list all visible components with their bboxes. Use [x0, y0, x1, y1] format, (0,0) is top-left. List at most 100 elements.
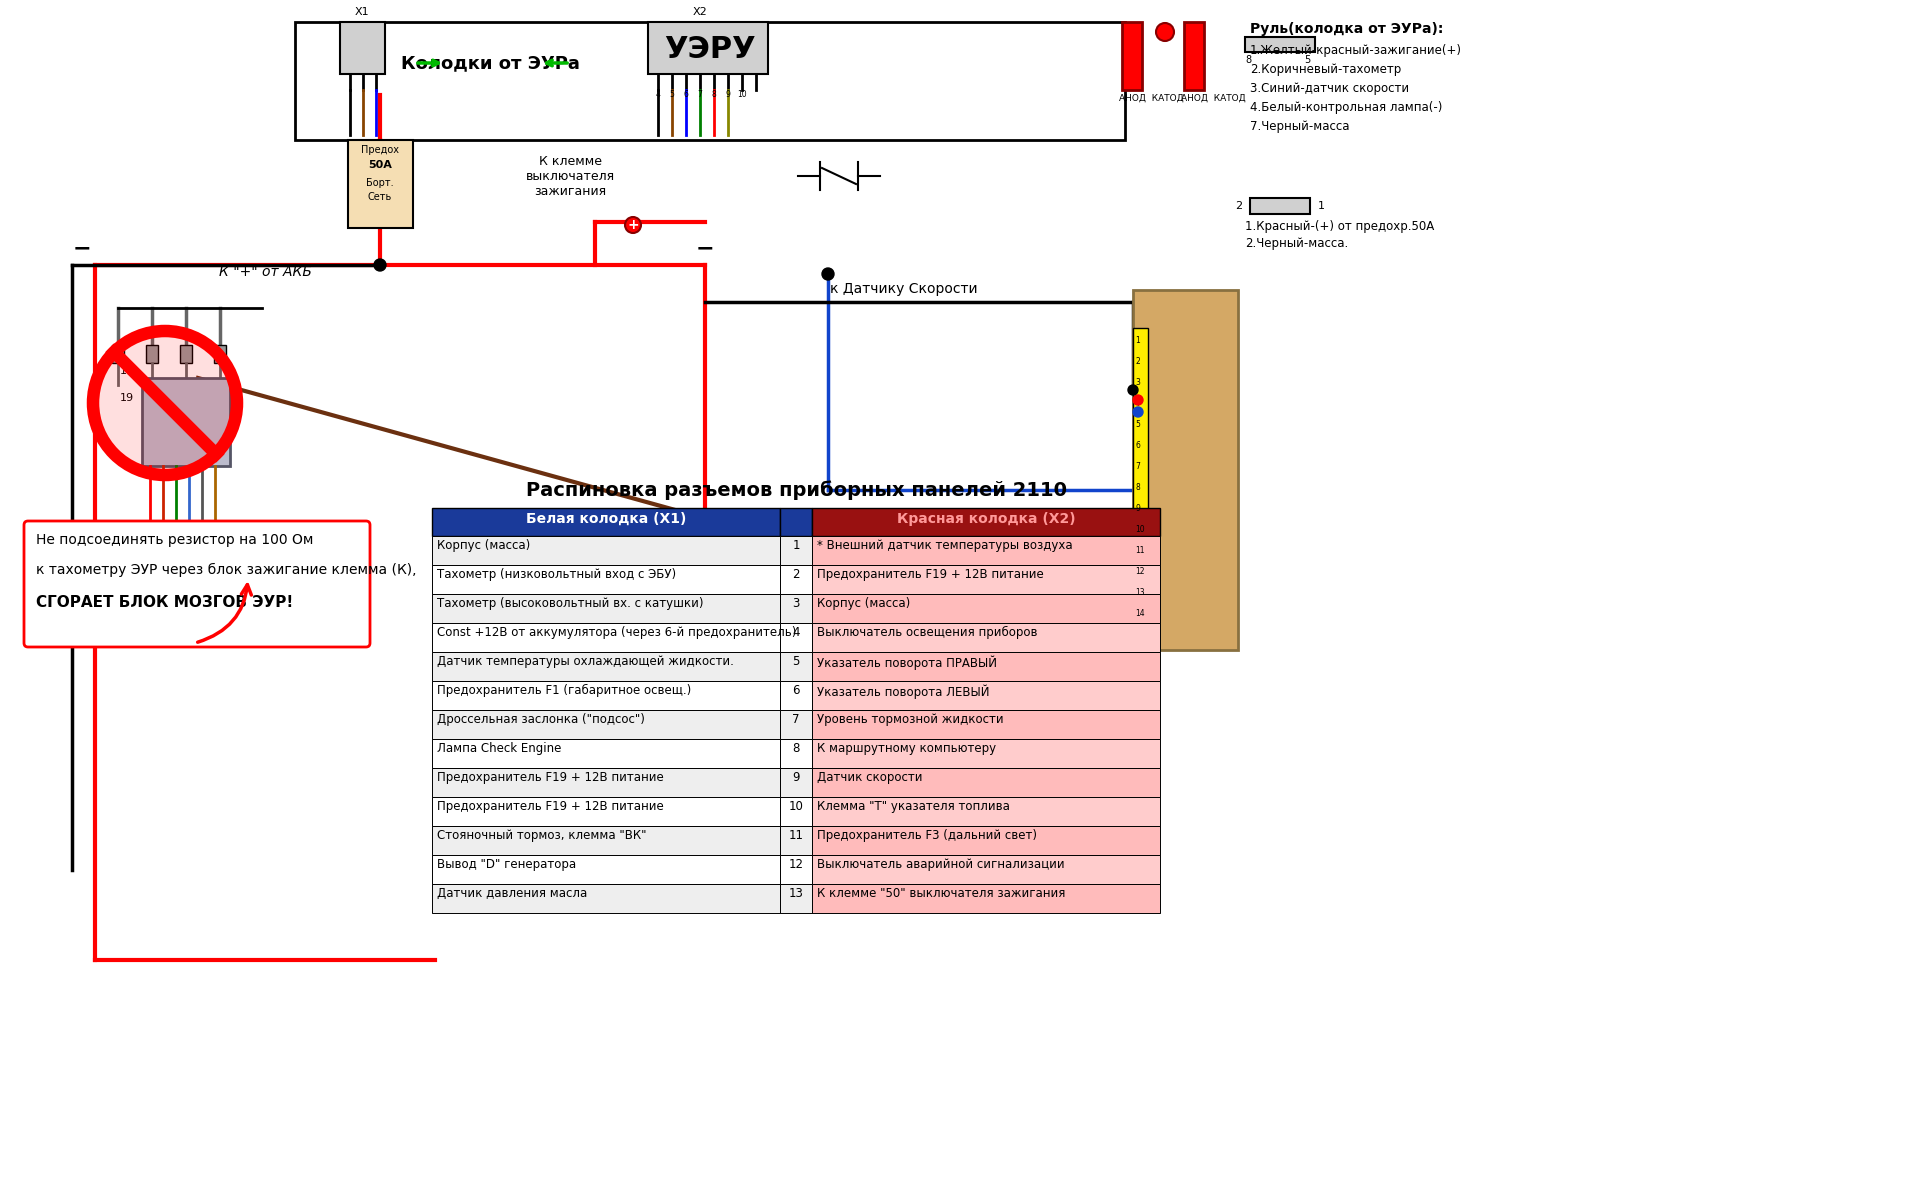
- Text: К клемме "50" выключателя зажигания: К клемме "50" выключателя зажигания: [818, 887, 1066, 900]
- Bar: [432, 508, 780, 536]
- Text: УЭРУ: УЭРУ: [664, 35, 756, 64]
- Text: Сеть: Сеть: [369, 192, 392, 202]
- Text: 13: 13: [1135, 588, 1144, 597]
- Text: к Датчику Скорости: к Датчику Скорости: [829, 282, 977, 296]
- Bar: [780, 854, 812, 884]
- Text: −: −: [695, 238, 714, 258]
- Text: 6: 6: [684, 90, 689, 99]
- Text: Белая колодка (Х1): Белая колодка (Х1): [526, 512, 685, 526]
- Bar: [432, 652, 780, 681]
- Circle shape: [1167, 591, 1215, 639]
- Text: 2.Коричневый-тахометр: 2.Коричневый-тахометр: [1250, 63, 1402, 76]
- Text: 2: 2: [793, 568, 801, 581]
- Circle shape: [1156, 23, 1173, 40]
- Text: Датчик скорости: Датчик скорости: [818, 771, 922, 784]
- Text: 9: 9: [726, 90, 730, 99]
- Bar: [146, 345, 157, 363]
- Text: 3: 3: [255, 615, 259, 621]
- Circle shape: [374, 259, 386, 271]
- Text: Корпус (масса): Корпус (масса): [438, 539, 530, 552]
- Text: 7: 7: [793, 713, 801, 726]
- Text: 17: 17: [121, 367, 134, 376]
- FancyArrowPatch shape: [198, 584, 252, 643]
- Text: Тахометр (высоковольтный вх. с катушки): Тахометр (высоковольтный вх. с катушки): [438, 597, 703, 610]
- Text: −: −: [73, 238, 92, 258]
- Text: АНОД  КАТОД: АНОД КАТОД: [1119, 94, 1185, 104]
- Bar: [1133, 290, 1238, 650]
- Bar: [180, 345, 192, 363]
- Circle shape: [1133, 395, 1142, 405]
- Bar: [812, 710, 1160, 739]
- Text: Руль(колодка от ЭУРа):: Руль(колодка от ЭУРа):: [1250, 21, 1444, 36]
- Text: 1.Красный-(+) от предохр.50А: 1.Красный-(+) от предохр.50А: [1244, 220, 1434, 233]
- Bar: [812, 536, 1160, 565]
- Text: 7: 7: [697, 90, 703, 99]
- Text: Предохранитель F1 (габаритное освещ.): Предохранитель F1 (габаритное освещ.): [438, 684, 691, 697]
- Text: Уровень тормозной жидкости: Уровень тормозной жидкости: [818, 713, 1004, 726]
- Text: Корпус (масса): Корпус (масса): [818, 597, 910, 610]
- Bar: [812, 565, 1160, 594]
- Bar: [780, 797, 812, 826]
- Text: 5: 5: [282, 615, 288, 621]
- Text: 2: 2: [1235, 201, 1242, 211]
- Bar: [267, 608, 276, 620]
- Text: 6: 6: [1135, 441, 1140, 450]
- Bar: [780, 710, 812, 739]
- Text: Предохранитель F19 + 12В питание: Предохранитель F19 + 12В питание: [438, 800, 664, 813]
- Text: 1: 1: [793, 539, 801, 552]
- Bar: [340, 21, 386, 74]
- Text: 6: 6: [793, 684, 801, 697]
- Text: Тахометр (низковольтный вход с ЭБУ): Тахометр (низковольтный вход с ЭБУ): [438, 568, 676, 581]
- Text: 4: 4: [655, 90, 660, 99]
- Bar: [812, 854, 1160, 884]
- Text: 5: 5: [1135, 420, 1140, 430]
- Bar: [780, 739, 812, 768]
- Bar: [780, 681, 812, 710]
- Text: АНОД  КАТОД: АНОД КАТОД: [1181, 94, 1246, 104]
- Text: * Внешний датчик температуры воздуха: * Внешний датчик температуры воздуха: [818, 539, 1073, 552]
- Text: Const +12В от аккумулятора (через 6-й предохранитель): Const +12В от аккумулятора (через 6-й пр…: [438, 626, 797, 639]
- Bar: [780, 508, 812, 536]
- Circle shape: [1150, 486, 1231, 565]
- Text: К "+" от АКБ: К "+" от АКБ: [219, 265, 311, 278]
- Text: X2: X2: [693, 7, 707, 17]
- Bar: [432, 594, 780, 624]
- Text: Датчик температуры охлаждающей жидкости.: Датчик температуры охлаждающей жидкости.: [438, 654, 733, 668]
- Text: 12: 12: [1135, 566, 1144, 576]
- Text: Предохранитель F3 (дальний свет): Предохранитель F3 (дальний свет): [818, 829, 1037, 843]
- Bar: [432, 884, 780, 913]
- Text: 3: 3: [1135, 378, 1140, 387]
- Bar: [780, 565, 812, 594]
- Bar: [780, 768, 812, 797]
- Text: Не подсоединять резистор на 100 Ом: Не подсоединять резистор на 100 Ом: [36, 533, 313, 547]
- Text: 9: 9: [1135, 505, 1140, 513]
- Bar: [1250, 198, 1309, 214]
- Bar: [812, 624, 1160, 652]
- Text: 4: 4: [793, 626, 801, 639]
- Text: X1: X1: [355, 7, 369, 17]
- Bar: [812, 652, 1160, 681]
- Text: 2.Черный-масса.: 2.Черный-масса.: [1244, 237, 1348, 250]
- Bar: [432, 854, 780, 884]
- Bar: [432, 768, 780, 797]
- Bar: [432, 565, 780, 594]
- Text: 19: 19: [121, 393, 134, 403]
- Text: 7: 7: [1135, 462, 1140, 471]
- Bar: [780, 624, 812, 652]
- Text: Колодки от ЭУРа: Колодки от ЭУРа: [401, 54, 580, 73]
- Text: 6: 6: [298, 615, 301, 621]
- Text: К клемме
выключателя
зажигания: К клемме выключателя зажигания: [526, 155, 614, 198]
- Circle shape: [1150, 355, 1231, 436]
- Bar: [238, 608, 250, 620]
- Bar: [223, 536, 315, 613]
- Circle shape: [1133, 407, 1142, 416]
- Bar: [812, 884, 1160, 913]
- Text: к тахометру ЭУР через блок зажигание клемма (К),: к тахометру ЭУР через блок зажигание кле…: [36, 563, 417, 577]
- Text: 11: 11: [1135, 546, 1144, 555]
- Text: 2: 2: [1135, 357, 1140, 367]
- Bar: [432, 826, 780, 854]
- Text: 2: 2: [240, 615, 246, 621]
- Text: 8: 8: [793, 743, 801, 754]
- Text: 1: 1: [227, 615, 230, 621]
- Text: 12: 12: [789, 858, 803, 871]
